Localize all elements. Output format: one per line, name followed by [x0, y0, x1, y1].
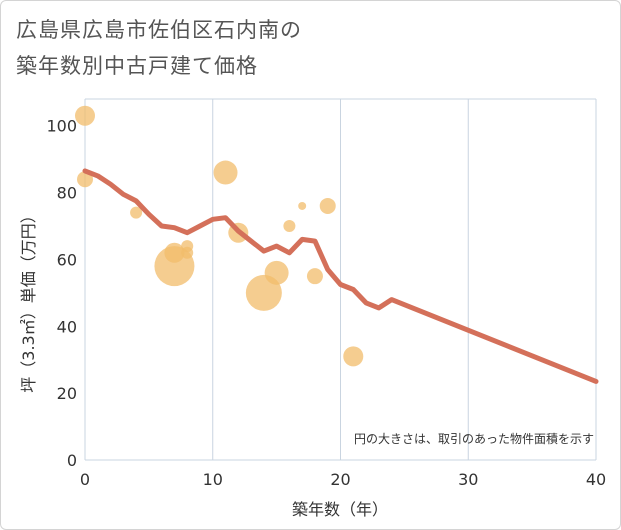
grid [84, 98, 597, 461]
trend-line [82, 168, 599, 384]
x-tick-label-1: 10 [203, 470, 223, 489]
chart-title-line2: 築年数別中古戸建て価格 [16, 54, 258, 78]
x-axis-label: 築年数（年） [292, 500, 388, 519]
bubble-4 [164, 242, 185, 263]
y-axis-label: 坪（3.3㎡）単価（万円） [19, 207, 38, 392]
y-tick-label-3: 60 [57, 250, 77, 269]
y-tick-label-1: 20 [57, 384, 77, 403]
y-tick-label-4: 80 [57, 184, 77, 203]
x-tick-labels: 0 10 20 30 40 [80, 470, 606, 489]
bubble-6 [181, 246, 194, 259]
y-tick-labels: 0 20 40 60 80 100 [46, 117, 77, 470]
bubble-14 [319, 197, 336, 214]
x-tick-label-4: 40 [586, 470, 606, 489]
x-tick-label-2: 20 [330, 470, 350, 489]
bubble-15 [343, 346, 364, 367]
chart-title: 広島県広島市佐伯区石内南の 築年数別中古戸建て価格 [16, 12, 302, 84]
bubble-0 [75, 105, 95, 126]
bubble-1 [77, 171, 93, 188]
y-tick-label-5: 100 [46, 117, 77, 136]
bubble-7 [213, 160, 238, 185]
bubble-11 [283, 220, 296, 233]
chart-title-line1: 広島県広島市佐伯区石内南の [16, 18, 302, 42]
bubble-12 [298, 201, 307, 210]
bubble-13 [306, 268, 323, 285]
bubble-2 [130, 206, 143, 219]
bubbles [75, 105, 364, 367]
bubble-10 [264, 260, 289, 285]
y-tick-label-2: 40 [57, 317, 77, 336]
bubble-size-note: 円の大きさは、取引のあった物件面積を示す [354, 431, 594, 446]
x-tick-label-0: 0 [80, 470, 90, 489]
y-tick-label-0: 0 [67, 451, 77, 470]
x-tick-label-3: 30 [458, 470, 478, 489]
